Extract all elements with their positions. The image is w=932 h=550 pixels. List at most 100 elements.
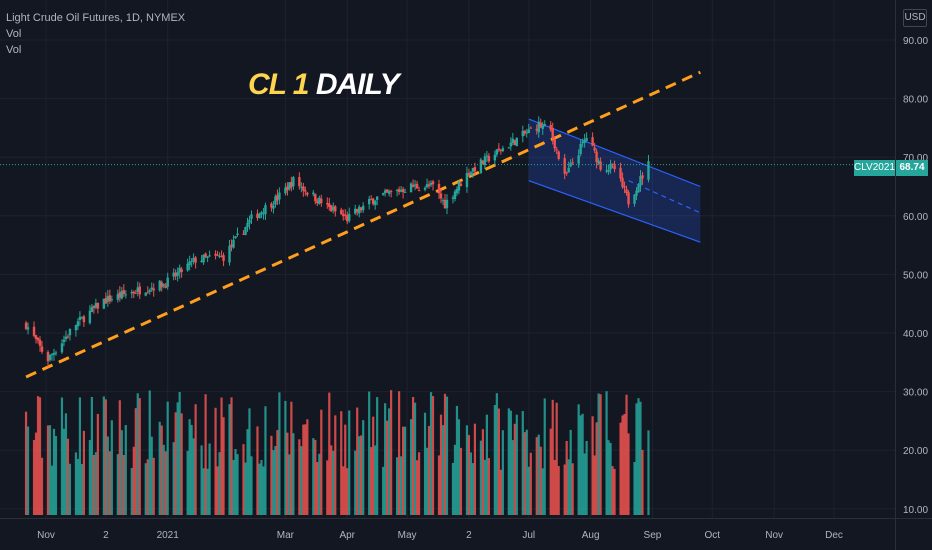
candle-body <box>218 256 221 258</box>
candle-body <box>457 182 461 191</box>
volume-bar <box>627 433 630 515</box>
volume-bar <box>314 439 317 515</box>
candle-body <box>62 339 66 343</box>
candle-body <box>48 354 52 360</box>
volume-bar <box>48 425 52 515</box>
volume-study-label[interactable]: Vol <box>6 44 22 56</box>
x-axis-tick-label: Aug <box>582 530 600 541</box>
volume-bar <box>106 436 109 515</box>
candle-body <box>537 121 540 133</box>
candle-body <box>585 137 588 141</box>
volume-bar <box>429 392 433 515</box>
volume-bar <box>611 466 614 515</box>
candle-body <box>314 193 317 202</box>
volume-bar <box>186 450 189 515</box>
volume-bar <box>499 469 502 515</box>
candle-body <box>441 200 445 202</box>
candle-body <box>208 255 211 257</box>
volume-bar <box>583 453 586 515</box>
candle-body <box>385 189 389 193</box>
candle-body <box>274 196 277 205</box>
candle-body <box>290 181 293 188</box>
candle-body <box>284 187 287 194</box>
volume-bar <box>214 407 217 515</box>
volume-bar <box>330 445 333 515</box>
volume-bar <box>260 459 263 515</box>
candle-body <box>425 184 429 188</box>
volume-bar <box>437 455 441 515</box>
candle-body <box>88 310 92 324</box>
volume-bar <box>40 457 44 515</box>
y-axis-tick-label: 70.00 <box>903 153 928 164</box>
candle-body <box>621 177 624 188</box>
volume-bar <box>46 425 50 515</box>
volume-bar <box>312 438 315 515</box>
support-trendline <box>25 70 701 379</box>
candle-body <box>627 192 630 205</box>
candle-body <box>76 321 80 327</box>
volume-bar <box>549 428 552 515</box>
volume-bar <box>66 438 70 515</box>
chart-legend: Light Crude Oil Futures, 1D, NYMEX Vol V… <box>6 10 185 58</box>
candle-body <box>623 186 626 188</box>
candle-body <box>178 267 181 273</box>
candle-body <box>479 159 483 173</box>
candle-body <box>613 165 616 170</box>
volume-bar <box>457 419 461 515</box>
candle-body <box>120 291 124 299</box>
y-axis-tick-label: 30.00 <box>903 388 928 399</box>
volume-bar <box>623 413 626 515</box>
volume-bar <box>96 413 99 515</box>
symbol-title[interactable]: Light Crude Oil Futures, 1D, NYMEX <box>6 12 186 24</box>
volume-bar <box>465 425 469 515</box>
candle-body <box>330 205 333 212</box>
candle-body <box>637 185 640 193</box>
x-axis-tick-label: Sep <box>644 530 662 541</box>
candle-body <box>24 322 28 329</box>
volume-bar <box>236 454 239 515</box>
volume-bar <box>24 411 28 515</box>
candle-body <box>222 255 225 262</box>
volume-bar <box>390 390 393 515</box>
candle-body <box>340 209 343 215</box>
volume-bar <box>270 435 273 515</box>
volume-study-label[interactable]: Vol <box>6 28 22 40</box>
candle-body <box>543 124 546 127</box>
volume-bar <box>332 450 335 515</box>
volume-bar <box>302 424 305 515</box>
candle-body <box>130 291 133 294</box>
candle-body <box>625 189 628 194</box>
currency-button[interactable]: USD <box>903 9 927 27</box>
volume-bar <box>164 451 167 515</box>
candle-body <box>172 272 175 277</box>
volume-bar <box>372 416 375 515</box>
volume-bar <box>633 461 636 515</box>
candle-body <box>439 193 443 199</box>
volume-bar <box>344 424 347 515</box>
candle-body <box>236 233 239 235</box>
last-price-value-label: 68.74 <box>896 160 928 176</box>
volume-bar <box>122 455 125 515</box>
y-axis-tick-label: 40.00 <box>903 329 928 340</box>
volume-bar <box>641 449 644 515</box>
annotation-timeframe: DAILY <box>315 68 400 101</box>
candle-body <box>262 213 265 215</box>
volume-bar <box>557 466 560 515</box>
candle-body <box>270 203 273 208</box>
volume-bar <box>469 452 473 515</box>
candle-body <box>192 257 195 262</box>
candle-body <box>74 325 78 331</box>
candle-body <box>597 160 600 164</box>
candle-body <box>553 139 556 149</box>
volume-bar <box>216 466 219 515</box>
candle-body <box>607 169 610 173</box>
volume-bar <box>467 435 471 515</box>
candle-body <box>459 183 463 187</box>
volume-bar <box>382 466 385 515</box>
volume-bar <box>388 408 391 515</box>
volume-bar <box>288 454 291 515</box>
candle-body <box>68 328 72 336</box>
volume-bar <box>495 393 498 515</box>
volume-bar <box>360 435 363 515</box>
